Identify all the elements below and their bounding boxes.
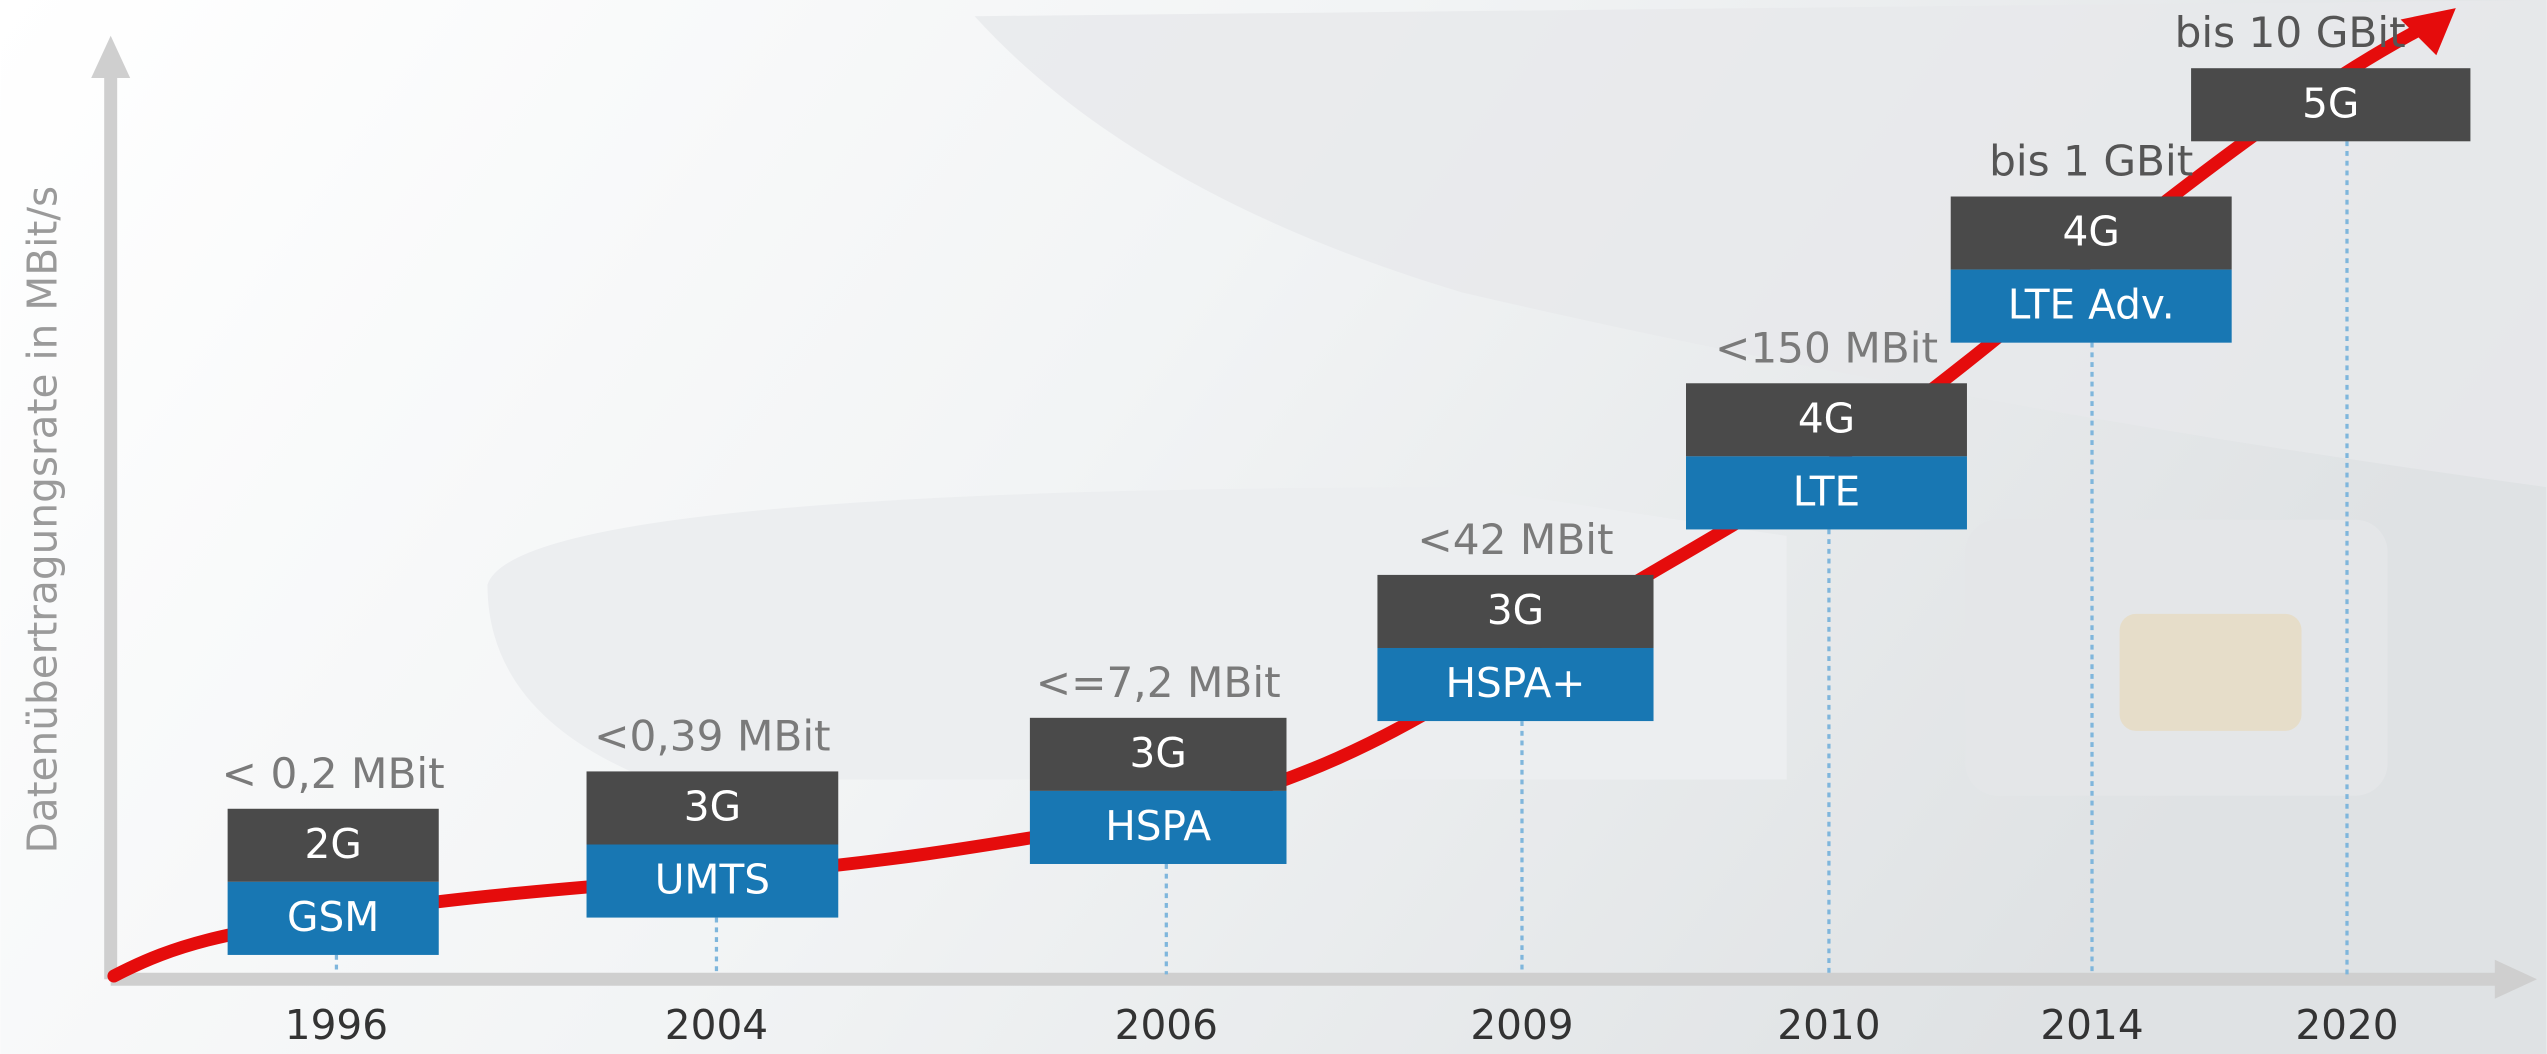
technology-box — [586, 844, 839, 918]
technology-label: LTE — [1793, 468, 1860, 516]
speed-label: <42 MBit — [1417, 515, 1613, 564]
year-label: 2010 — [1777, 1001, 1880, 1049]
generation-label: 5G — [2302, 79, 2359, 127]
generation-box — [1686, 383, 1967, 457]
technology-box — [1377, 647, 1654, 722]
year-label: 2009 — [1470, 1001, 1573, 1049]
x-axis-arrow — [2494, 959, 2538, 999]
speed-label: <150 MBit — [1715, 323, 1938, 372]
technology-label: HSPA+ — [1445, 659, 1585, 707]
generation-box — [1029, 717, 1287, 791]
generation-box — [586, 771, 839, 845]
y-axis-arrow — [91, 35, 131, 78]
speed-label: <=7,2 MBit — [1036, 658, 1281, 707]
generation-label: 4G — [2063, 208, 2120, 256]
technology-label: LTE Adv. — [2008, 281, 2175, 329]
year-label: 2004 — [665, 1001, 768, 1049]
speed-label: <0,39 MBit — [594, 711, 830, 760]
generation-box — [2191, 68, 2471, 142]
y-axis-label: Datenübertragungsrate in MBit/s — [19, 186, 67, 854]
generation-label: 3G — [1487, 586, 1544, 634]
speed-label: < 0,2 MBit — [222, 749, 445, 798]
technology-label: GSM — [287, 893, 379, 941]
generation-label: 3G — [1130, 729, 1187, 777]
year-label: 2006 — [1115, 1001, 1218, 1049]
sim-chip — [2119, 613, 2302, 731]
steps: 2G GSM < 0,2 MBit 1996 3G UMTS <0,39 MBit 2004 3… — [222, 8, 2471, 1049]
generation-box — [1950, 196, 2232, 270]
generation-label: 3G — [684, 783, 741, 831]
speed-label: bis 10 GBit — [2175, 8, 2406, 57]
laptop-shape — [974, 0, 2547, 488]
technology-box — [1029, 790, 1287, 864]
generation-label: 2G — [305, 820, 362, 868]
generation-box — [1377, 574, 1654, 648]
technology-box — [1950, 269, 2232, 343]
generation-label: 4G — [1798, 394, 1855, 442]
year-label: 2020 — [2295, 1001, 2398, 1049]
year-label: 1996 — [285, 1001, 388, 1049]
growth-arrow — [2400, 8, 2456, 56]
year-label: 2014 — [2040, 1001, 2143, 1049]
technology-box — [227, 881, 439, 955]
technology-box — [1686, 456, 1967, 530]
speed-label: bis 1 GBit — [1989, 137, 2193, 186]
technology-label: UMTS — [655, 856, 770, 904]
generation-box — [227, 808, 439, 882]
technology-label: HSPA — [1105, 802, 1211, 850]
